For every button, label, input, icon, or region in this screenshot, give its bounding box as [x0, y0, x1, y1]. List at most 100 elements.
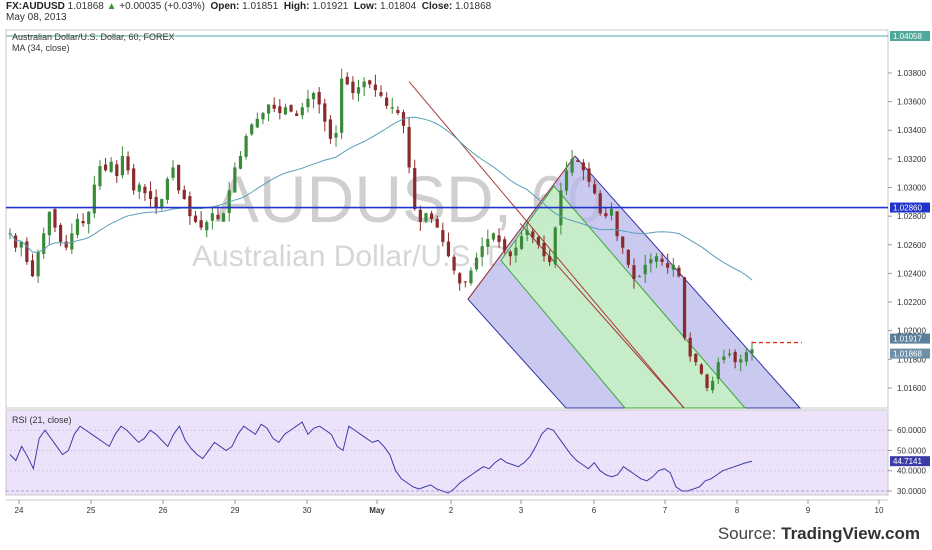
rsi-tick-label: 40.0000	[897, 467, 926, 476]
candle-body	[75, 219, 80, 235]
candle-body	[722, 356, 726, 360]
candle-body	[92, 184, 96, 214]
candle-body	[615, 211, 619, 237]
candle-body	[576, 160, 580, 162]
candle-body	[694, 353, 698, 363]
candle-body	[70, 233, 74, 250]
horizontal-lines[interactable]	[6, 35, 888, 344]
price-tick-label: 1.03200	[897, 155, 926, 164]
candle-body	[711, 380, 715, 391]
candle-body	[244, 135, 248, 157]
price-tick-label: 1.02200	[897, 298, 926, 307]
candle-body	[311, 93, 316, 100]
open-label: Open:	[210, 1, 240, 12]
candle-body	[261, 113, 265, 120]
candle-body	[508, 251, 512, 257]
price-label-text: 1.02860	[893, 204, 922, 213]
candle-body	[474, 257, 479, 270]
candle-body	[458, 273, 462, 284]
candle-body	[47, 211, 51, 236]
symbol-label: FX:AUDUSD	[6, 1, 65, 12]
candle-body	[424, 213, 428, 222]
time-tick-label: 7	[663, 506, 668, 515]
last-price: 1.01868	[67, 1, 104, 12]
candle-body	[250, 124, 254, 135]
candle-body	[677, 267, 681, 277]
candle-body	[632, 265, 636, 280]
candle-body	[64, 241, 68, 248]
source-prefix: Source:	[717, 524, 782, 543]
rsi-title: RSI (21, close)	[12, 415, 72, 425]
price-axis[interactable]: 1.03800 1.03600 1.03400 1.03200 1.03000 1.028…	[888, 69, 926, 393]
source-brand: TradingView.com	[781, 524, 920, 543]
price-label-box	[890, 31, 930, 42]
source-credit[interactable]: Source: TradingView.com	[718, 524, 920, 544]
candle-body	[126, 156, 130, 171]
candle-body	[705, 374, 709, 388]
candle-body	[216, 214, 220, 219]
candle-body	[598, 193, 602, 214]
candle-body	[688, 337, 692, 357]
candle-body	[491, 233, 496, 240]
ma-indicator-label: MA (34, close)	[12, 43, 70, 53]
time-tick-label: 29	[231, 506, 240, 515]
low-value: 1.01804	[380, 1, 417, 12]
candle-body	[98, 166, 102, 187]
main-pane-frame	[5, 29, 889, 409]
candle-body	[716, 362, 720, 379]
candle-body	[744, 352, 748, 362]
price-labels: 1.04058 1.02860 1.01917 1.01868	[890, 31, 930, 359]
price-label-text: 1.04058	[893, 32, 922, 41]
ma-line	[9, 116, 753, 281]
time-tick-label: 8	[735, 506, 740, 515]
price-label-text: 1.01868	[893, 350, 922, 359]
candle-body	[469, 270, 473, 284]
candle-body	[356, 87, 361, 94]
time-tick-label: May	[369, 506, 385, 515]
candle-body	[334, 133, 338, 138]
price-tick-label: 1.01600	[897, 384, 926, 393]
high-value: 1.01921	[312, 1, 349, 12]
candle-body	[87, 211, 91, 225]
candle-body	[300, 107, 304, 116]
rsi-last-text: 44.7141	[893, 457, 922, 466]
pitchfork-handle	[467, 155, 576, 300]
candle-body	[637, 276, 642, 278]
price-tick-label: 1.01800	[897, 355, 926, 364]
candle-body	[379, 92, 383, 96]
candle-body	[109, 161, 113, 172]
candle-body	[345, 76, 349, 85]
candle-body	[497, 235, 501, 242]
price-label-text: 1.01917	[893, 335, 922, 344]
price-tick-label: 1.03400	[897, 126, 926, 135]
candle-body	[514, 247, 518, 256]
rsi-pane	[5, 409, 889, 496]
candle-body	[553, 227, 557, 265]
candle-body	[407, 127, 411, 168]
chart-title: Australian Dollar/U.S. Dollar, 60, FOREX	[12, 32, 175, 42]
candle-body	[160, 198, 164, 208]
price-tick-label: 1.03600	[897, 98, 926, 107]
candle-body	[525, 230, 529, 235]
high-label: High:	[283, 1, 310, 12]
rsi-axis[interactable]: 60.0000 50.0000 40.0000 30.0000	[888, 426, 926, 496]
time-tick-label: 10	[875, 506, 884, 515]
time-tick-label: 26	[159, 506, 168, 515]
candle-body	[486, 239, 490, 247]
pitchfork-inner-channel	[500, 185, 747, 409]
candle-body	[132, 168, 136, 191]
candle-body	[531, 231, 535, 238]
candle-body	[210, 213, 214, 221]
rsi-tick-label: 50.0000	[897, 446, 926, 455]
time-axis[interactable]: 24 25 26 29 30 May 2 3 6 7 8 9 10	[15, 500, 884, 515]
candle-body	[536, 237, 540, 245]
time-tick-label: 25	[87, 506, 96, 515]
time-tick-label: 30	[303, 506, 312, 515]
candle-body	[604, 213, 608, 217]
candle-body	[143, 186, 147, 194]
candle-body	[182, 189, 186, 199]
time-tick-label: 3	[519, 506, 524, 515]
candle-body	[649, 259, 653, 264]
candle-body	[115, 164, 119, 177]
